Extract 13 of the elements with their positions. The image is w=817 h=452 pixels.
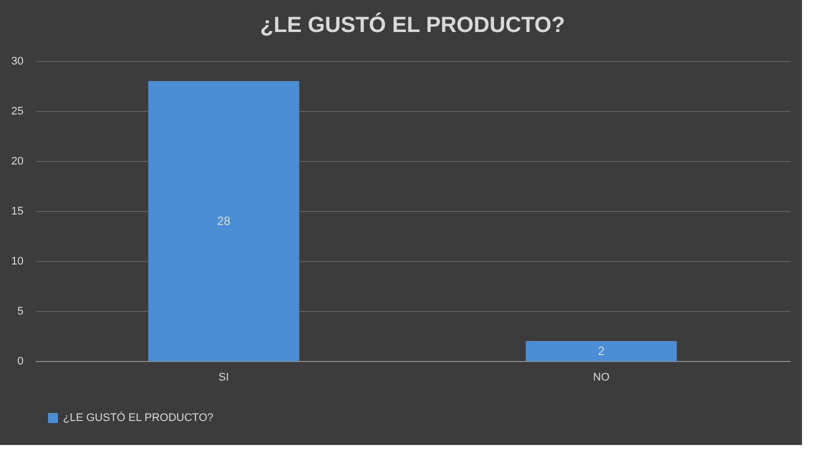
y-tick-label: 25 [11,106,24,118]
legend-label: ¿LE GUSTÓ EL PRODUCTO? [63,411,214,424]
y-tick-label: 10 [11,256,24,268]
x-tick-label: NO [593,372,610,384]
y-tick-label: 20 [11,156,24,168]
x-tick-label: SI [218,372,229,384]
y-tick-label: 0 [17,356,24,368]
y-tick-label: 15 [11,206,24,218]
y-tick-label: 5 [17,306,24,318]
y-tick-label: 30 [11,56,24,68]
data-label: 2 [598,344,605,358]
data-label: 28 [217,214,231,228]
chart-title: ¿LE GUSTÓ EL PRODUCTO? [260,12,565,37]
